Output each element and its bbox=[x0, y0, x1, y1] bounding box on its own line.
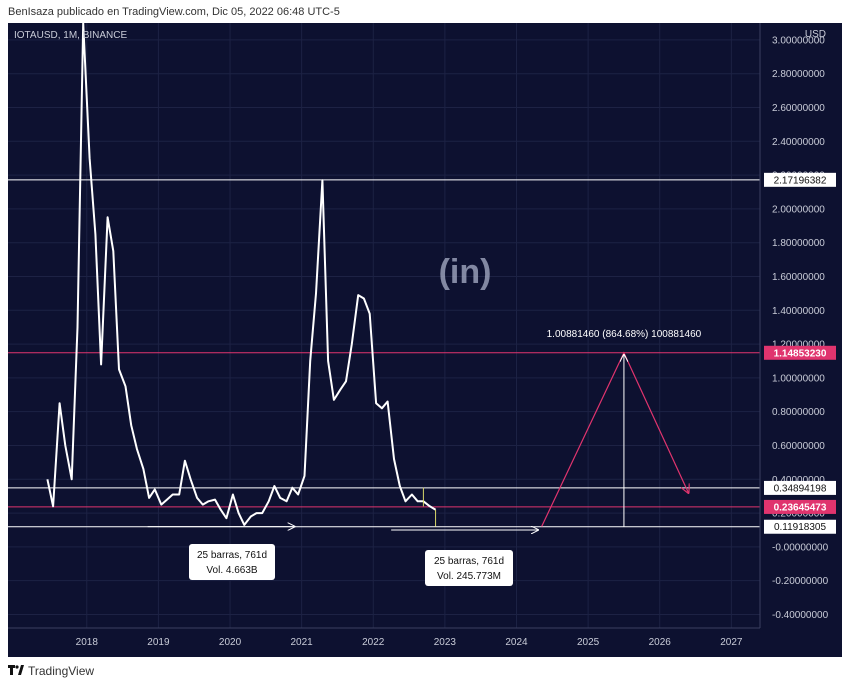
x-tick-label: 2021 bbox=[291, 637, 314, 648]
price-axis-bg bbox=[760, 23, 842, 657]
grid bbox=[8, 23, 760, 628]
projection-path bbox=[541, 351, 689, 527]
publish-caption: BenIsaza publicado en TradingView.com, D… bbox=[8, 6, 340, 18]
watermark-logo-text: (in) bbox=[439, 253, 492, 291]
level-price-label: 0.11918305 bbox=[774, 522, 827, 533]
measure-box-line2: Vol. 245.773M bbox=[437, 571, 501, 582]
footer: TradingView bbox=[8, 664, 94, 678]
y-tick-label: 3.00000000 bbox=[772, 35, 825, 46]
y-tick-label: 2.80000000 bbox=[772, 69, 825, 80]
y-tick-label: -0.40000000 bbox=[772, 610, 829, 621]
level-price-tag bbox=[764, 480, 836, 495]
x-tick-label: 2024 bbox=[505, 637, 528, 648]
level-price-label: 0.34894198 bbox=[774, 483, 827, 494]
y-tick-label: 1.60000000 bbox=[772, 272, 825, 283]
level-price-label: 0.23645473 bbox=[774, 502, 827, 513]
y-tick-label: 2.40000000 bbox=[772, 137, 825, 148]
projection-label: 1.00881460 (864.68%) 100881460 bbox=[547, 329, 702, 340]
y-tick-label: 2.00000000 bbox=[772, 204, 825, 215]
price-series bbox=[46, 23, 437, 527]
horizontal-levels bbox=[8, 179, 760, 528]
x-tick-label: 2023 bbox=[434, 637, 457, 648]
x-tick-label: 2025 bbox=[577, 637, 600, 648]
x-tick-label: 2026 bbox=[649, 637, 672, 648]
x-tick-label: 2020 bbox=[219, 637, 242, 648]
y-tick-label: 1.20000000 bbox=[772, 340, 825, 351]
measure-box-line2: Vol. 4.663B bbox=[206, 565, 257, 576]
measure-box-line1: 25 barras, 761d bbox=[197, 550, 267, 561]
y-tick-label: 1.40000000 bbox=[772, 306, 825, 317]
level-price-tag bbox=[764, 172, 836, 187]
level-price-label: 2.17196382 bbox=[774, 175, 827, 186]
x-tick-label: 2027 bbox=[720, 637, 743, 648]
axes: 3.00000000 2.80000000 2.60000000 2.40000000… bbox=[8, 23, 842, 657]
tradingview-logo-icon bbox=[8, 664, 24, 678]
y-tick-label: 0.60000000 bbox=[772, 441, 825, 452]
y-tick-label: 1.00000000 bbox=[772, 373, 825, 384]
y-tick-label: -0.20000000 bbox=[772, 576, 829, 587]
x-tick-label: 2022 bbox=[362, 637, 385, 648]
y-tick-label: 1.80000000 bbox=[772, 238, 825, 249]
watermark-logo: (in) bbox=[439, 253, 492, 291]
y-tick-label: -0.00000000 bbox=[772, 542, 829, 553]
y-tick-label: 0.20000000 bbox=[772, 509, 825, 520]
price-line bbox=[46, 23, 437, 526]
x-tick-label: 2019 bbox=[147, 637, 170, 648]
symbol-label[interactable]: IOTAUSD, 1M, BINANCE bbox=[14, 30, 128, 41]
level-price-tag bbox=[764, 345, 836, 360]
y-tick-label: 2.60000000 bbox=[772, 103, 825, 114]
measure-box bbox=[425, 550, 513, 586]
measure-box bbox=[189, 544, 275, 580]
chart-panel[interactable]: (in) 25 barras, 761d Vol. 4.663B 25 barras… bbox=[8, 23, 842, 657]
footer-brand: TradingView bbox=[28, 664, 95, 678]
level-price-tag bbox=[764, 499, 836, 514]
measure-box-line1: 25 barras, 761d bbox=[434, 556, 504, 567]
currency-label: USD bbox=[804, 29, 826, 40]
y-tick-label: 0.80000000 bbox=[772, 407, 825, 418]
drawings: 25 barras, 761d Vol. 4.663B 25 barras, 761… bbox=[147, 329, 702, 586]
x-tick-label: 2018 bbox=[76, 637, 99, 648]
level-price-label: 1.14853230 bbox=[774, 348, 827, 359]
level-price-tag bbox=[764, 519, 836, 534]
y-tick-label: 0.40000000 bbox=[772, 475, 825, 486]
